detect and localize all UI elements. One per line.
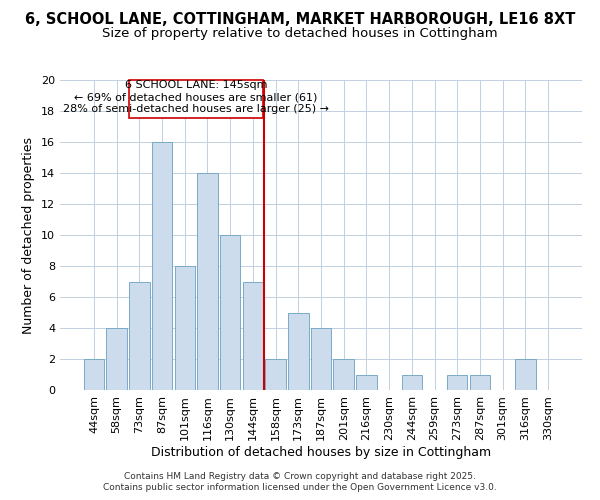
Bar: [265, 359, 286, 390]
Bar: [311, 328, 331, 390]
Bar: [197, 173, 218, 390]
Text: 28% of semi-detached houses are larger (25) →: 28% of semi-detached houses are larger (…: [63, 104, 329, 114]
Bar: [242, 282, 263, 390]
Text: Contains public sector information licensed under the Open Government Licence v3: Contains public sector information licen…: [103, 484, 497, 492]
Bar: [334, 359, 354, 390]
Text: Size of property relative to detached houses in Cottingham: Size of property relative to detached ho…: [102, 28, 498, 40]
Bar: [220, 235, 241, 390]
Bar: [175, 266, 195, 390]
Bar: [106, 328, 127, 390]
Bar: [129, 282, 149, 390]
Bar: [356, 374, 377, 390]
Bar: [152, 142, 172, 390]
Text: Contains HM Land Registry data © Crown copyright and database right 2025.: Contains HM Land Registry data © Crown c…: [124, 472, 476, 481]
Y-axis label: Number of detached properties: Number of detached properties: [22, 136, 35, 334]
Bar: [288, 312, 308, 390]
Bar: [401, 374, 422, 390]
FancyBboxPatch shape: [129, 80, 263, 118]
Bar: [447, 374, 467, 390]
X-axis label: Distribution of detached houses by size in Cottingham: Distribution of detached houses by size …: [151, 446, 491, 458]
Text: ← 69% of detached houses are smaller (61): ← 69% of detached houses are smaller (61…: [74, 92, 318, 102]
Bar: [515, 359, 536, 390]
Text: 6 SCHOOL LANE: 145sqm: 6 SCHOOL LANE: 145sqm: [125, 80, 268, 90]
Bar: [84, 359, 104, 390]
Bar: [470, 374, 490, 390]
Text: 6, SCHOOL LANE, COTTINGHAM, MARKET HARBOROUGH, LE16 8XT: 6, SCHOOL LANE, COTTINGHAM, MARKET HARBO…: [25, 12, 575, 28]
